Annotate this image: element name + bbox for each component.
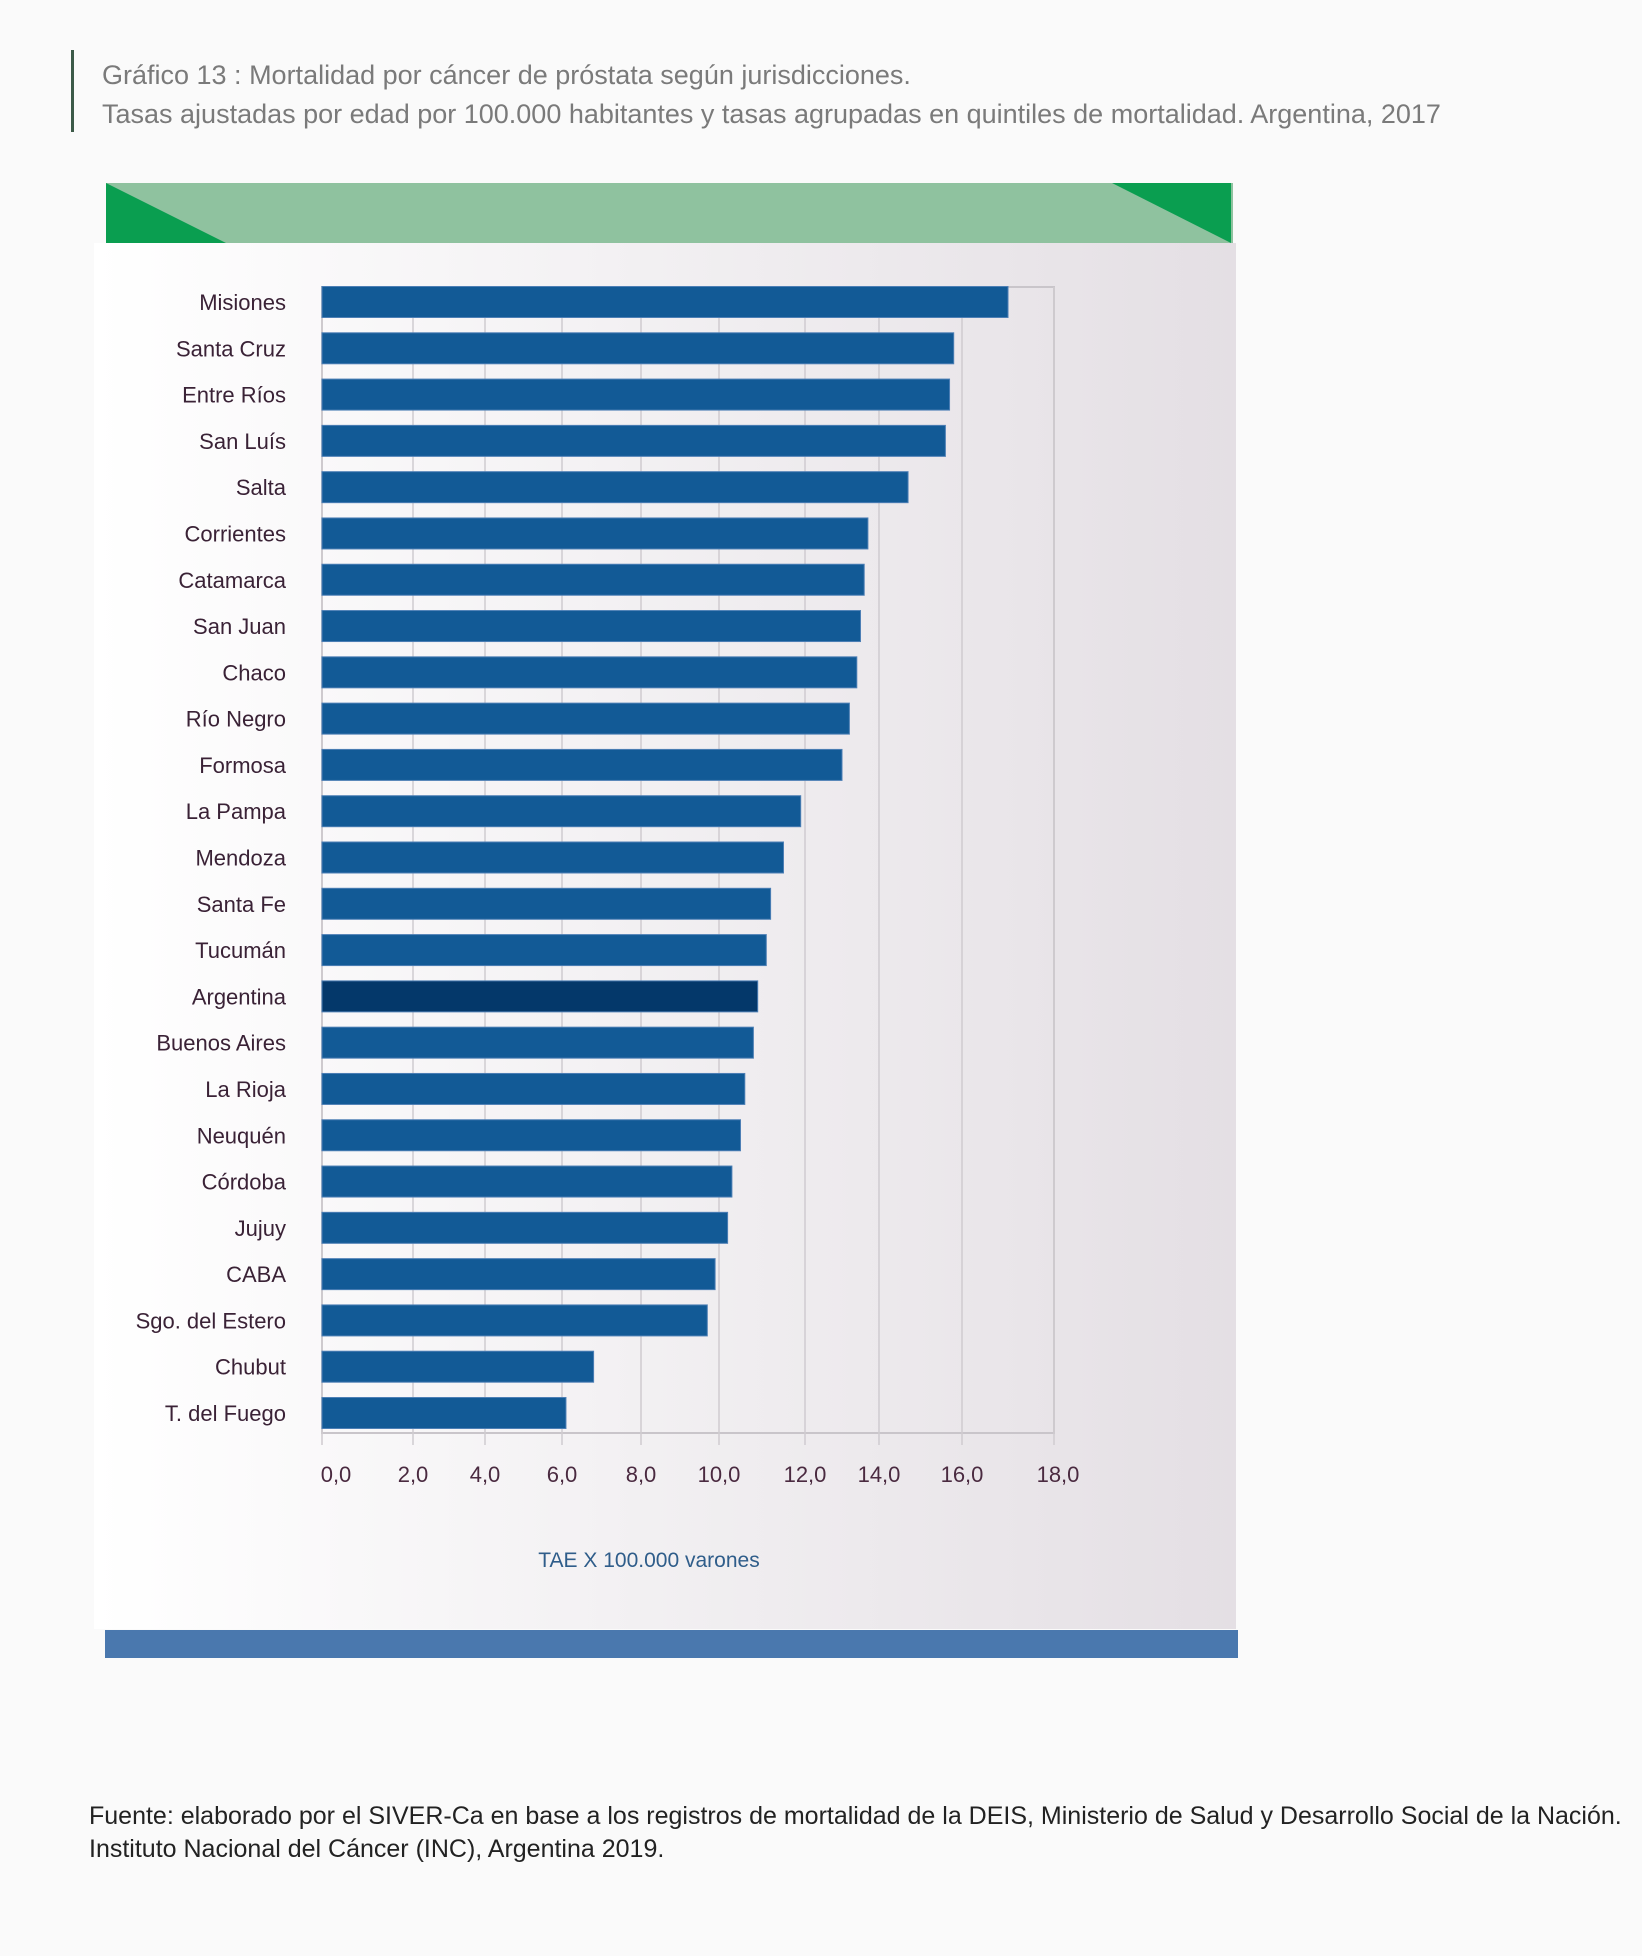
category-label: Córdoba [202, 1170, 287, 1195]
bar-jujuy [321, 1211, 729, 1244]
x-tick-label: 6,0 [547, 1462, 578, 1487]
category-label: Catamarca [178, 568, 286, 593]
bar-río-negro [321, 702, 850, 735]
category-label: Entre Ríos [182, 383, 286, 408]
title-accent-line [71, 50, 74, 132]
x-tick-label: 12,0 [784, 1462, 827, 1487]
category-label: Sgo. del Estero [136, 1308, 286, 1333]
bar-san-juan [321, 610, 861, 643]
bar-misiones [321, 286, 1009, 318]
bar-sgo-del-estero [321, 1304, 708, 1337]
x-tick-label: 2,0 [398, 1462, 429, 1487]
bar-entre-ríos [321, 378, 951, 411]
bar-tucumán [321, 934, 767, 967]
footer-line1: Fuente: elaborado por el SIVER-Ca en bas… [89, 1802, 1622, 1830]
chart-title: Gráfico 13 : Mortalidad por cáncer de pr… [102, 56, 1441, 134]
category-label: T. del Fuego [165, 1401, 286, 1426]
bar-mendoza [321, 841, 784, 874]
green-banner [106, 183, 1233, 243]
banner-right-triangle [1112, 183, 1231, 243]
bar-catamarca [321, 563, 865, 596]
x-tick-label: 8,0 [626, 1462, 657, 1487]
x-tick-label: 4,0 [470, 1462, 501, 1487]
banner-left-triangle [106, 183, 226, 243]
category-label: Chaco [222, 660, 286, 685]
bar-córdoba [321, 1165, 733, 1198]
bar-la-pampa [321, 795, 802, 828]
category-label: Santa Cruz [176, 336, 286, 361]
category-label: Chubut [215, 1355, 286, 1380]
bar-chubut [321, 1350, 595, 1383]
category-label: Misiones [199, 290, 286, 315]
category-label: Neuquén [197, 1123, 286, 1148]
category-label: Argentina [192, 984, 287, 1009]
bar-chaco [321, 656, 858, 689]
category-label: Buenos Aires [156, 1031, 286, 1056]
bar-formosa [321, 748, 843, 781]
category-label: La Rioja [205, 1077, 286, 1102]
x-tick-label: 10,0 [698, 1462, 741, 1487]
category-label: La Pampa [186, 799, 287, 824]
category-label: Santa Fe [197, 892, 286, 917]
x-tick-label: 14,0 [858, 1462, 901, 1487]
bar-santa-cruz [321, 332, 955, 365]
footer-line2: Instituto Nacional del Cáncer (INC), Arg… [89, 1835, 665, 1863]
bar-buenos-aires [321, 1026, 754, 1059]
x-tick-label: 16,0 [941, 1462, 984, 1487]
bar-santa-fe [321, 887, 772, 920]
bar-argentina [321, 980, 759, 1013]
category-label: Tucumán [195, 938, 286, 963]
category-label: Mendoza [195, 846, 286, 871]
bar-neuquén [321, 1119, 741, 1152]
bar-t-del-fuego [321, 1397, 567, 1429]
category-label: San Juan [193, 614, 286, 639]
category-label: CABA [226, 1262, 286, 1287]
category-label: Río Negro [186, 707, 286, 732]
bar-salta [321, 471, 909, 504]
bottom-blue-bar [105, 1630, 1238, 1658]
x-axis-title: TAE X 100.000 varones [538, 1549, 759, 1572]
category-label: Corrientes [185, 521, 286, 546]
bar-caba [321, 1258, 716, 1291]
category-label: San Luís [199, 429, 286, 454]
chart-title-line2: Tasas ajustadas por edad por 100.000 hab… [102, 99, 1441, 129]
x-tick-label: 18,0 [1037, 1462, 1080, 1487]
bar-la-rioja [321, 1072, 746, 1105]
x-tick-label: 0,0 [321, 1462, 352, 1487]
source-footer: Fuente: elaborado por el SIVER-Ca en bas… [89, 1800, 1622, 1866]
category-label: Jujuy [235, 1216, 286, 1241]
category-label: Salta [236, 475, 287, 500]
bar-corrientes [321, 517, 869, 550]
bar-san-luís [321, 424, 946, 457]
chart-title-line1: Gráfico 13 : Mortalidad por cáncer de pr… [102, 60, 911, 90]
category-label: Formosa [199, 753, 287, 778]
